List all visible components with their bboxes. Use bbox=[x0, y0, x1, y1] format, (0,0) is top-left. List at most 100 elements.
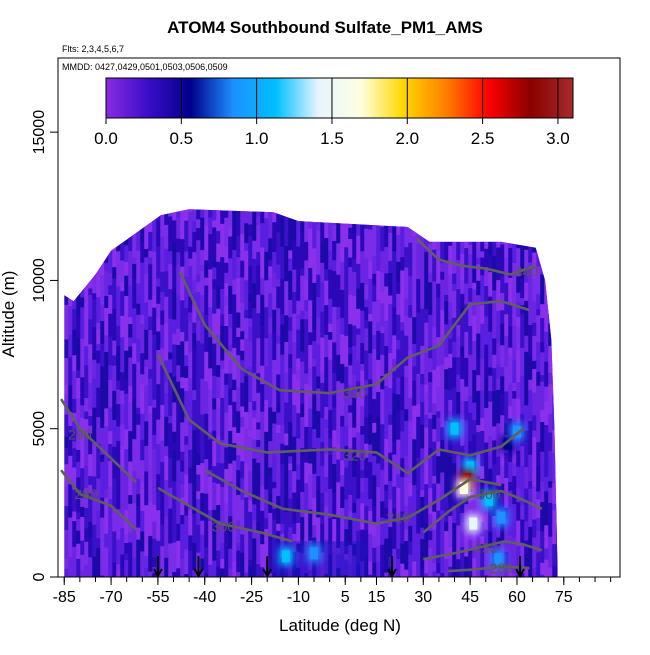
field-cell bbox=[424, 415, 429, 429]
field-cell bbox=[340, 58, 344, 76]
field-cell bbox=[140, 282, 145, 316]
field-cell bbox=[288, 463, 293, 471]
field-cell bbox=[316, 388, 321, 412]
field-cell bbox=[280, 489, 285, 525]
field-cell bbox=[532, 437, 537, 466]
field-cell bbox=[200, 270, 205, 296]
field-cell bbox=[440, 225, 445, 235]
field-cell bbox=[488, 58, 492, 71]
field-cell bbox=[128, 152, 132, 180]
field-cell bbox=[516, 302, 521, 318]
field-cell bbox=[108, 564, 113, 577]
field-cell bbox=[476, 375, 481, 392]
field-cell bbox=[376, 299, 381, 323]
field-cell bbox=[224, 296, 229, 306]
field-cell bbox=[76, 110, 80, 131]
field-cell bbox=[312, 341, 317, 353]
field-cell bbox=[368, 462, 373, 473]
field-cell bbox=[304, 241, 309, 261]
field-cell bbox=[208, 269, 213, 301]
field-cell bbox=[452, 122, 456, 133]
field-cell bbox=[240, 416, 245, 428]
field-cell bbox=[296, 139, 300, 151]
field-cell bbox=[220, 289, 225, 315]
field-cell bbox=[428, 418, 433, 449]
field-cell bbox=[204, 324, 209, 353]
field-cell bbox=[260, 465, 265, 487]
field-cell bbox=[92, 149, 96, 169]
field-cell bbox=[480, 210, 485, 221]
field-cell bbox=[88, 344, 93, 360]
field-cell bbox=[148, 231, 153, 252]
field-cell bbox=[72, 521, 77, 548]
field-cell bbox=[204, 459, 209, 495]
field-cell bbox=[332, 395, 337, 408]
field-cell bbox=[316, 344, 321, 377]
field-cell bbox=[108, 534, 113, 566]
field-cell bbox=[188, 425, 193, 451]
field-cell bbox=[108, 209, 113, 238]
field-cell bbox=[436, 67, 440, 78]
field-cell bbox=[92, 327, 97, 335]
field-cell bbox=[456, 455, 461, 469]
field-cell bbox=[408, 576, 413, 577]
field-cell bbox=[376, 181, 380, 188]
field-cell bbox=[452, 178, 456, 208]
field-cell bbox=[156, 444, 161, 475]
field-cell bbox=[176, 492, 181, 525]
field-cell bbox=[552, 483, 557, 505]
field-cell bbox=[532, 545, 537, 569]
field-cell bbox=[268, 441, 273, 468]
field-cell bbox=[552, 345, 557, 364]
field-cell bbox=[144, 209, 149, 221]
field-cell bbox=[184, 209, 189, 222]
field-cell bbox=[364, 457, 369, 479]
field-cell bbox=[128, 251, 133, 287]
field-cell bbox=[160, 310, 165, 326]
field-cell bbox=[488, 547, 493, 564]
field-cell bbox=[208, 439, 213, 459]
field-cell bbox=[468, 301, 473, 327]
field-cell bbox=[80, 405, 85, 419]
field-cell bbox=[96, 189, 100, 203]
field-cell bbox=[460, 149, 464, 164]
field-cell bbox=[260, 191, 264, 203]
field-cell bbox=[504, 214, 509, 243]
field-cell bbox=[444, 531, 449, 560]
field-cell bbox=[404, 421, 409, 457]
field-cell bbox=[424, 384, 429, 394]
field-cell bbox=[136, 539, 141, 564]
field-cell bbox=[112, 365, 117, 392]
field-cell bbox=[392, 548, 397, 560]
field-cell bbox=[160, 440, 165, 463]
field-cell bbox=[244, 516, 249, 530]
field-cell bbox=[216, 271, 221, 288]
field-cell bbox=[364, 380, 369, 396]
field-cell bbox=[144, 302, 149, 331]
field-cell bbox=[280, 524, 285, 535]
field-cell bbox=[272, 452, 277, 483]
field-cell bbox=[240, 339, 245, 352]
field-cell bbox=[128, 285, 133, 318]
field-cell bbox=[284, 402, 289, 435]
field-cell bbox=[80, 105, 84, 138]
field-cell bbox=[172, 443, 177, 452]
field-cell bbox=[408, 275, 413, 306]
hotspot-cell bbox=[450, 422, 459, 435]
field-cell bbox=[140, 374, 145, 385]
field-cell bbox=[208, 337, 213, 369]
field-cell bbox=[204, 181, 208, 189]
field-cell bbox=[324, 392, 329, 408]
field-cell bbox=[424, 523, 429, 561]
field-cell bbox=[552, 334, 557, 346]
field-cell bbox=[80, 468, 85, 499]
field-cell bbox=[516, 58, 520, 73]
field-cell bbox=[452, 557, 457, 577]
field-cell bbox=[372, 285, 377, 303]
field-cell bbox=[320, 371, 325, 384]
field-cell bbox=[540, 209, 545, 213]
field-cell bbox=[472, 470, 477, 501]
field-cell bbox=[556, 183, 560, 209]
field-cell bbox=[456, 357, 461, 376]
field-cell bbox=[112, 531, 117, 564]
